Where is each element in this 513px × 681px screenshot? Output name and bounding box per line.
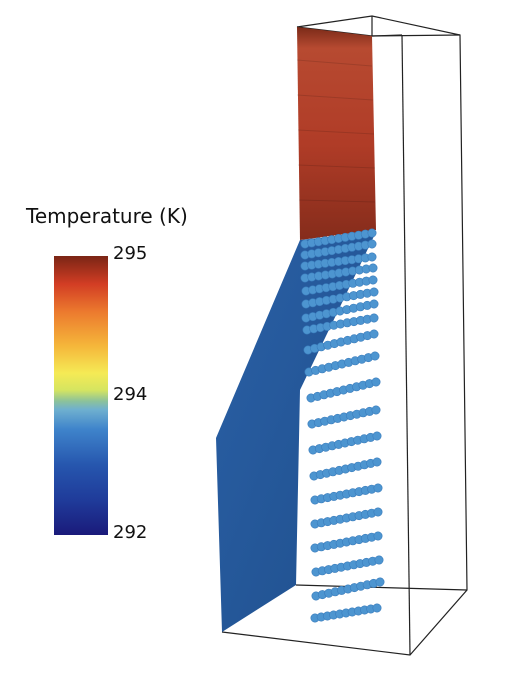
tube-segment bbox=[373, 531, 383, 541]
tube-segment bbox=[367, 239, 377, 249]
temperature-colorbar bbox=[54, 256, 108, 535]
tube-segment bbox=[369, 299, 379, 309]
tube-segment bbox=[371, 405, 381, 415]
tube-segment bbox=[367, 252, 377, 262]
tube-segment bbox=[369, 287, 379, 297]
tube-segment bbox=[375, 577, 385, 587]
hot-region-surface bbox=[297, 27, 376, 240]
tube-segment bbox=[373, 507, 383, 517]
tube-bank bbox=[300, 228, 385, 623]
legend-title: Temperature (K) bbox=[26, 204, 188, 228]
tube-segment bbox=[370, 351, 380, 361]
cold-region-surface bbox=[216, 232, 376, 632]
colorbar-tick-min: 292 bbox=[113, 522, 148, 543]
tube-segment bbox=[367, 228, 377, 238]
tube-segment bbox=[369, 329, 379, 339]
tube-segment bbox=[368, 275, 378, 285]
tube-segment bbox=[374, 555, 384, 565]
tube-segment bbox=[369, 313, 379, 323]
tube-segment bbox=[372, 431, 382, 441]
colorbar-tick-mid: 294 bbox=[113, 384, 148, 405]
tube-segment bbox=[372, 457, 382, 467]
tube-segment bbox=[371, 377, 381, 387]
colorbar-tick-max: 295 bbox=[113, 243, 148, 264]
tube-segment bbox=[368, 263, 378, 273]
tube-segment bbox=[372, 603, 382, 613]
tube-segment bbox=[373, 483, 383, 493]
